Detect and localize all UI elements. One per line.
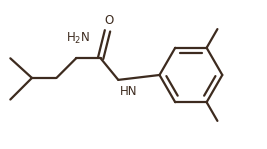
Text: O: O — [105, 14, 114, 27]
Text: HN: HN — [120, 85, 138, 98]
Text: H$_2$N: H$_2$N — [66, 30, 90, 46]
